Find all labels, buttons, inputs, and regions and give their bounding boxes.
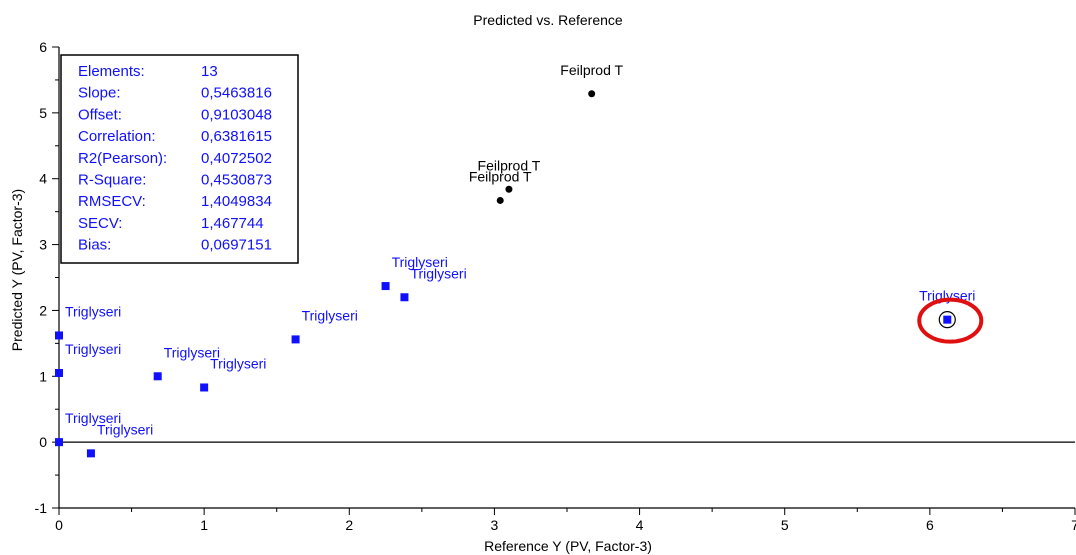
y-tick-label: 5 — [39, 105, 47, 121]
stats-value: 1,4049834 — [201, 193, 272, 210]
stats-value: 0,4530873 — [201, 172, 272, 189]
data-label: Triglyseri — [210, 355, 266, 371]
data-point — [153, 372, 162, 381]
x-tick-label: 2 — [345, 517, 353, 533]
stats-value: 0,4072502 — [201, 150, 272, 167]
data-label: Triglyseri — [164, 344, 220, 360]
data-point — [200, 383, 209, 392]
stats-rows: Elements: 13 Slope: 0,5463816 Offset: 0,91030… — [78, 63, 272, 254]
y-tick-label: -1 — [35, 500, 48, 516]
data-point — [291, 335, 300, 344]
stats-label: SECV: — [78, 215, 122, 232]
x-axis-label: Reference Y (PV, Factor-3) — [484, 538, 652, 554]
data-label: Triglyseri — [392, 254, 448, 270]
data-point — [496, 196, 504, 204]
data-point — [55, 438, 63, 447]
stats-value: 0,0697151 — [201, 237, 272, 254]
x-tick-label: 4 — [636, 517, 644, 533]
stats-value: 1,467744 — [201, 215, 264, 232]
data-label: Feilprod T — [478, 157, 541, 173]
stats-box: Elements: 13 Slope: 0,5463816 Offset: 0,91030… — [60, 54, 299, 264]
y-tick-label: 6 — [39, 39, 47, 55]
stats-label: Correlation: — [78, 128, 156, 145]
stats-box-frame — [60, 54, 299, 264]
x-tick-label: 6 — [926, 517, 934, 533]
y-tick-label: 1 — [39, 368, 47, 384]
data-label: Triglyseri — [65, 341, 121, 357]
data-label: Triglyseri — [65, 410, 121, 426]
data-point — [55, 368, 63, 377]
data-label: Triglyseri — [97, 421, 153, 437]
x-tick-label: 0 — [55, 517, 63, 533]
stats-value: 0,5463816 — [201, 85, 272, 102]
y-tick-label: 3 — [39, 237, 47, 253]
data-point — [588, 90, 596, 98]
stats-label: RMSECV: — [78, 193, 146, 210]
data-point — [381, 282, 390, 291]
data-point — [55, 331, 63, 340]
data-label: Triglyseri — [302, 307, 358, 323]
data-label: Triglyseri — [410, 265, 466, 281]
stats-label: R2(Pearson): — [78, 150, 167, 167]
data-label: Feilprod T — [469, 168, 532, 184]
data-point — [505, 185, 513, 193]
stats-label: Offset: — [78, 106, 122, 123]
x-tick-label: 7 — [1071, 517, 1076, 533]
data-point — [943, 315, 952, 324]
stats-value: 13 — [201, 63, 218, 80]
y-tick-label: 0 — [39, 434, 47, 450]
x-tick-label: 3 — [491, 517, 499, 533]
stats-label: Bias: — [78, 237, 111, 254]
data-point — [86, 449, 95, 458]
x-tick-label: 1 — [200, 517, 208, 533]
stats-label: R-Square: — [78, 172, 146, 189]
y-tick-label: 4 — [39, 171, 47, 187]
selected-point-ring — [938, 311, 956, 329]
data-label: Feilprod T — [560, 62, 623, 78]
y-axis-label: Predicted Y (PV, Factor-3) — [9, 189, 25, 351]
stats-value: 0,9103048 — [201, 106, 272, 123]
stats-label: Slope: — [78, 85, 121, 102]
y-tick-label: 2 — [39, 302, 47, 318]
data-marks: TriglyseriTriglyseriTriglyseriTriglyseri… — [55, 62, 984, 458]
stats-label: Elements: — [78, 63, 145, 80]
stats-value: 0,6381615 — [201, 128, 272, 145]
highlight-ellipse — [917, 297, 984, 344]
data-label: Triglyseri — [65, 303, 121, 319]
chart-title: Predicted vs. Reference — [473, 12, 623, 28]
x-tick-label: 5 — [781, 517, 789, 533]
axes: 0 1 2 3 4 5 6 7 -1 0 1 2 3 4 5 6 — [35, 39, 1076, 533]
data-point — [400, 293, 409, 302]
